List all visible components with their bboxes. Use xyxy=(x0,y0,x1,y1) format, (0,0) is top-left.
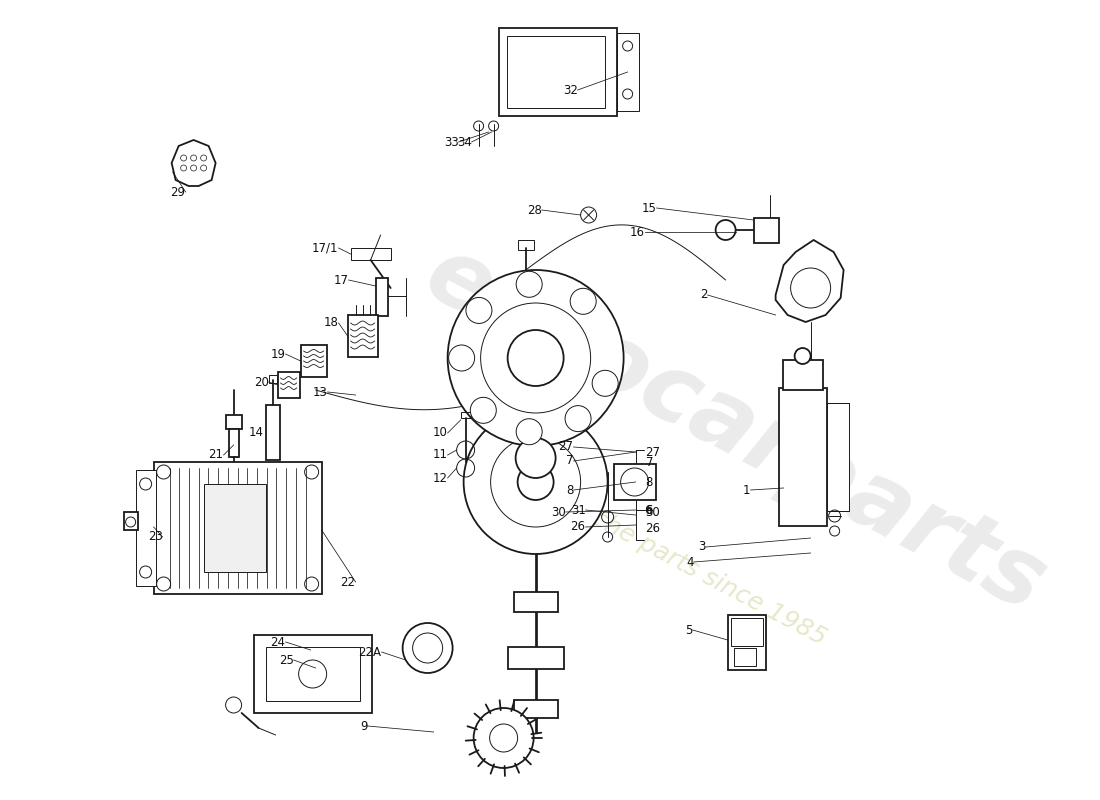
Text: 24: 24 xyxy=(271,635,286,649)
Text: 30: 30 xyxy=(646,506,660,518)
Bar xyxy=(254,635,372,713)
Circle shape xyxy=(491,437,581,527)
Circle shape xyxy=(463,410,607,554)
Text: 10: 10 xyxy=(432,426,448,439)
Bar xyxy=(348,315,377,357)
Bar xyxy=(154,462,321,594)
Bar xyxy=(754,218,779,243)
Text: 17/1: 17/1 xyxy=(312,242,339,254)
Text: 16: 16 xyxy=(629,226,645,238)
Text: 20: 20 xyxy=(254,375,268,389)
Circle shape xyxy=(403,623,452,673)
Bar xyxy=(300,345,327,377)
Text: 5: 5 xyxy=(685,623,693,637)
Text: 22: 22 xyxy=(341,575,355,589)
Text: 28: 28 xyxy=(527,203,541,217)
Circle shape xyxy=(448,270,624,446)
Text: 30: 30 xyxy=(551,506,565,518)
Text: 27: 27 xyxy=(559,441,573,454)
Text: 18: 18 xyxy=(323,317,339,330)
Bar xyxy=(265,405,279,460)
Text: 14: 14 xyxy=(249,426,264,438)
Text: 22A: 22A xyxy=(359,646,382,658)
Text: 7: 7 xyxy=(566,454,573,467)
Circle shape xyxy=(466,298,492,323)
Text: 4: 4 xyxy=(686,555,694,569)
Text: 1: 1 xyxy=(744,483,750,497)
Circle shape xyxy=(592,370,618,396)
Text: 34: 34 xyxy=(456,135,472,149)
Text: 26: 26 xyxy=(646,522,661,534)
Text: 2: 2 xyxy=(700,289,707,302)
Circle shape xyxy=(570,288,596,314)
Bar xyxy=(135,470,155,586)
Text: 32: 32 xyxy=(563,83,578,97)
Text: 7: 7 xyxy=(646,455,653,469)
Bar xyxy=(375,278,387,316)
Bar xyxy=(268,375,276,383)
Bar xyxy=(507,647,563,669)
Text: 8: 8 xyxy=(566,483,573,497)
Text: 25: 25 xyxy=(278,654,294,666)
Circle shape xyxy=(565,406,591,432)
Circle shape xyxy=(481,303,591,413)
Text: 15: 15 xyxy=(641,202,657,214)
Text: 29: 29 xyxy=(170,186,186,198)
Text: 13: 13 xyxy=(312,386,328,398)
Text: 27: 27 xyxy=(646,446,661,458)
Text: 6: 6 xyxy=(645,503,651,517)
Polygon shape xyxy=(172,140,216,186)
Circle shape xyxy=(794,348,811,364)
Circle shape xyxy=(516,418,542,445)
Bar xyxy=(204,484,265,572)
Bar xyxy=(514,700,558,718)
Text: 9: 9 xyxy=(360,719,367,733)
Circle shape xyxy=(471,398,496,423)
Circle shape xyxy=(449,345,474,371)
Circle shape xyxy=(474,708,534,768)
Bar xyxy=(518,240,534,250)
Circle shape xyxy=(516,438,556,478)
Text: 8: 8 xyxy=(646,475,653,489)
Text: 17: 17 xyxy=(333,274,349,286)
Bar xyxy=(351,248,390,260)
Bar xyxy=(507,36,605,108)
Bar xyxy=(277,372,299,398)
Bar xyxy=(727,615,766,670)
Bar xyxy=(779,388,826,526)
Bar xyxy=(514,592,558,612)
Text: 31: 31 xyxy=(571,503,585,517)
Text: a Porsche parts since 1985: a Porsche parts since 1985 xyxy=(520,470,830,650)
Text: 19: 19 xyxy=(271,347,286,361)
Text: 12: 12 xyxy=(432,471,448,485)
Polygon shape xyxy=(776,240,844,322)
Text: 23: 23 xyxy=(147,530,163,543)
Text: 33: 33 xyxy=(444,135,459,149)
Bar xyxy=(123,512,138,530)
Bar xyxy=(226,415,242,429)
Bar xyxy=(498,28,617,116)
Text: 26: 26 xyxy=(571,521,585,534)
Circle shape xyxy=(516,271,542,298)
Bar xyxy=(461,412,471,418)
Text: eurocarparts: eurocarparts xyxy=(410,228,1062,632)
Bar xyxy=(617,33,639,111)
Bar xyxy=(730,618,762,646)
Bar xyxy=(782,360,823,390)
Bar xyxy=(614,464,656,500)
Bar xyxy=(734,648,756,666)
Circle shape xyxy=(507,330,563,386)
Text: 3: 3 xyxy=(698,541,705,554)
Bar xyxy=(826,403,848,511)
Bar xyxy=(265,647,360,701)
Circle shape xyxy=(490,724,518,752)
Circle shape xyxy=(518,464,553,500)
Text: 11: 11 xyxy=(432,449,448,462)
Text: 21: 21 xyxy=(209,449,223,462)
Bar xyxy=(229,429,239,457)
Text: 6: 6 xyxy=(646,503,653,517)
Circle shape xyxy=(412,633,442,663)
